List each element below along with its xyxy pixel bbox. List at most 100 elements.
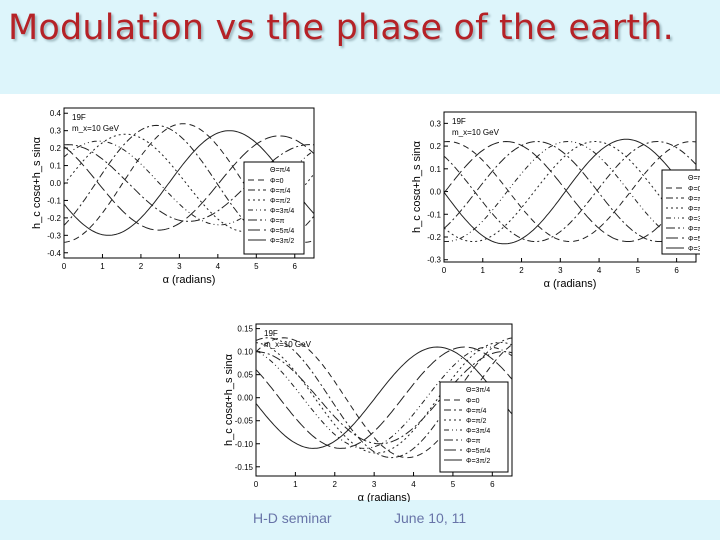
chart-svg: 0 1 2 3 4 5 6 0.4 0.3 0.2 0.1 0.0 -0.1 -0.2 -0.3 -0.4 α …: [32, 107, 315, 286]
x-tick-label: 0: [442, 266, 447, 275]
chart-annotation: m_x=10 GeV: [72, 124, 120, 133]
chart-annotation: 19F: [452, 117, 466, 126]
chart-theta-3pi-over-4: 0 1 2 3 4 5 6 0.15 0.10 0.05 0.00 -0.05 -0.10 -0.15 α …: [200, 320, 516, 502]
x-tick-label: 1: [481, 266, 486, 275]
chart-theta-pi-over-2: 0 1 2 3 4 5 6 0.3 0.2 0.1 0.0 -0.1 -0.2 -0.3 α (radian…: [400, 104, 700, 290]
legend-entry: Φ=π/2: [466, 418, 486, 425]
x-tick-label: 6: [674, 266, 679, 275]
legend-entry: Φ=5π/4: [688, 236, 700, 243]
y-tick-label: 0.05: [237, 371, 253, 380]
x-tick-label: 4: [216, 262, 221, 271]
chart-svg: 0 1 2 3 4 5 6 0.15 0.10 0.05 0.00 -0.05 -0.10 -0.15 α …: [223, 323, 513, 502]
x-tick-label: 2: [139, 262, 144, 271]
y-tick-label: -0.2: [47, 214, 61, 223]
x-tick-label: 0: [254, 480, 259, 489]
series-line: [443, 140, 697, 242]
series-line: [443, 140, 697, 242]
y-tick-label: -0.10: [235, 440, 254, 449]
x-tick-label: 2: [519, 266, 524, 275]
y-tick-label: -0.3: [427, 256, 441, 265]
y-tick-label: -0.2: [427, 233, 441, 242]
x-tick-label: 3: [177, 262, 182, 271]
y-tick-label: -0.1: [47, 196, 61, 205]
y-tick-label: 0.0: [50, 179, 62, 188]
x-tick-label: 1: [100, 262, 105, 271]
y-tick-label: -0.1: [427, 210, 441, 219]
legend-entry: Φ=3π/4: [466, 428, 490, 435]
series-line: [63, 144, 315, 222]
legend-box: [439, 381, 509, 473]
y-tick-label: 0.1: [430, 165, 442, 174]
series-line: [63, 135, 315, 231]
legend-entry: Φ=π: [466, 438, 481, 445]
y-tick-label: 0.3: [430, 119, 442, 128]
series-line: [443, 138, 697, 245]
legend-entry: Φ=0: [466, 398, 480, 405]
legend-entry: Φ=3π/2: [466, 458, 490, 465]
series-line: [443, 140, 697, 242]
plot-frame: [443, 111, 697, 263]
x-tick-label: 3: [558, 266, 563, 275]
y-tick-label: -0.3: [47, 231, 61, 240]
legend-entry: Φ=π/2: [688, 206, 700, 213]
chart-theta-pi-over-4: 0 1 2 3 4 5 6 0.4 0.3 0.2 0.1 0.0 -0.1 -0.2 -0.3 -0.4 α …: [32, 100, 332, 290]
y-tick-label: 0.2: [430, 142, 442, 151]
legend-entry: Φ=3π/4: [688, 216, 700, 223]
x-tick-label: 0: [62, 262, 67, 271]
legend-header: Θ=π/2: [688, 175, 700, 182]
x-tick-label: 5: [254, 262, 259, 271]
legend-entry: Φ=3π/4: [270, 208, 294, 215]
x-tick-label: 5: [451, 480, 456, 489]
legend-entry: Φ=5π/4: [466, 448, 490, 455]
legend-header: Θ=π/4: [270, 167, 290, 174]
y-tick-label: 0.10: [237, 348, 253, 357]
y-axis-label: h_c cosα+h_s sinα: [223, 353, 235, 446]
x-tick-label: 4: [597, 266, 602, 275]
x-tick-label: 3: [372, 480, 377, 489]
chart-svg: 0 1 2 3 4 5 6 0.3 0.2 0.1 0.0 -0.1 -0.2 -0.3 α (radian…: [411, 111, 700, 290]
y-axis-label: h_c cosα+h_s sinα: [32, 136, 43, 229]
legend-header: Θ=3π/4: [466, 387, 490, 394]
chart-annotation: 19F: [264, 329, 278, 338]
y-tick-label: 0.1: [50, 162, 62, 171]
legend-entry: Φ=π/4: [270, 188, 290, 195]
chart-annotation: m_x=10 GeV: [264, 340, 312, 349]
series-line: [444, 140, 697, 242]
x-tick-label: 5: [636, 266, 641, 275]
legend-entry: Φ=0: [688, 186, 700, 193]
legend-entry: Φ=π/4: [466, 408, 486, 415]
y-tick-label: -0.15: [235, 463, 254, 472]
x-tick-label: 2: [333, 480, 338, 489]
legend-entry: Φ=π: [688, 226, 700, 233]
series-line: [443, 140, 697, 242]
x-tick-label: 6: [293, 262, 298, 271]
legend-entry: Φ=π/2: [270, 198, 290, 205]
y-tick-label: -0.4: [47, 249, 61, 258]
chart-annotation: m_x=10 GeV: [452, 128, 500, 137]
series-line: [255, 337, 513, 459]
y-axis-label: h_c cosα+h_s sinα: [411, 140, 423, 233]
slide-title: Modulation vs the phase of the earth.: [8, 8, 674, 48]
y-tick-label: -0.05: [235, 417, 254, 426]
y-tick-label: 0.4: [50, 109, 62, 118]
y-tick-label: 0.15: [237, 325, 253, 334]
x-axis-label: α (radians): [544, 278, 597, 290]
x-tick-label: 4: [411, 480, 416, 489]
y-tick-label: 0.3: [50, 127, 62, 136]
series-line: [255, 341, 513, 454]
x-tick-label: 6: [490, 480, 495, 489]
legend-entry: Φ=5π/4: [270, 228, 294, 235]
legend-box: [661, 169, 700, 255]
y-tick-label: 0.00: [237, 394, 253, 403]
series-line: [255, 351, 513, 445]
legend-entry: Φ=3π/2: [270, 238, 294, 245]
legend-entry: Φ=π: [270, 218, 285, 225]
series-line: [255, 337, 513, 459]
legend-entry: Φ=π/4: [688, 196, 700, 203]
series-line: [443, 140, 697, 242]
series-line: [255, 346, 513, 449]
x-axis-label: α (radians): [163, 274, 216, 286]
series-line: [63, 130, 315, 236]
series-line: [63, 124, 315, 242]
x-tick-label: 1: [293, 480, 298, 489]
